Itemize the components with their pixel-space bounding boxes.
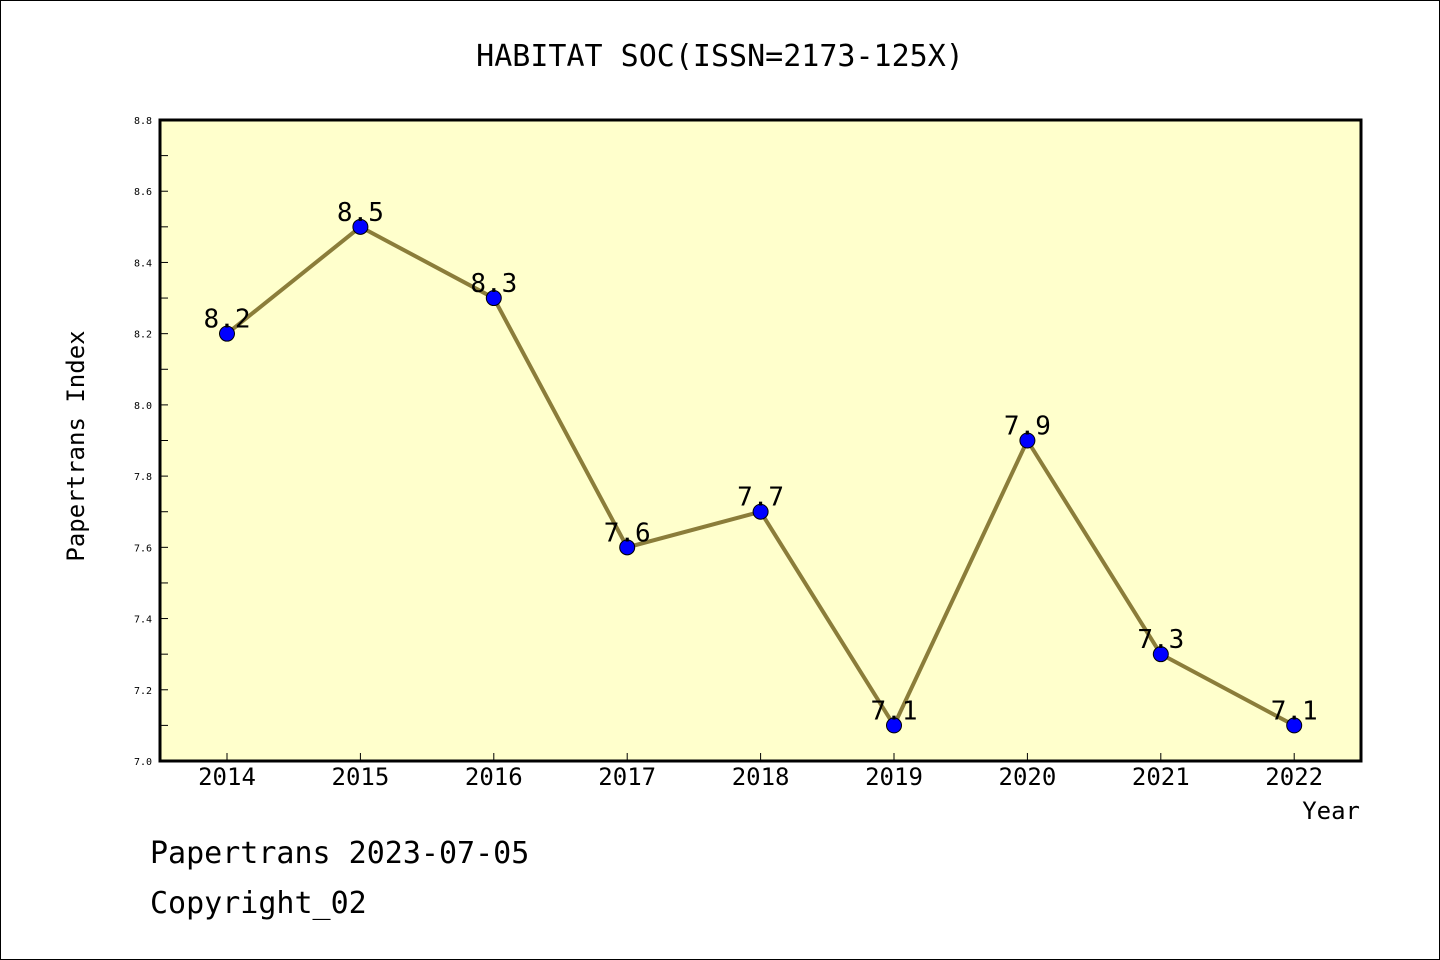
data-label: 7.9 — [1004, 412, 1051, 442]
data-point — [619, 539, 636, 556]
data-point — [219, 325, 235, 342]
chart-title: HABITAT SOC(ISSN=2173-125X) — [476, 39, 964, 74]
x-tick-label: 2020 — [999, 763, 1057, 791]
y-tick-label: 7.4 — [134, 615, 152, 626]
x-tick-label: 2014 — [198, 763, 256, 791]
x-tick-label: 2022 — [1265, 763, 1323, 791]
data-point — [485, 290, 502, 307]
data-labels: 8.2 8.5 8.3 7.6 7.7 7.1 7.9 7.3 7.1 — [204, 198, 1318, 727]
data-label: 8.5 — [337, 198, 384, 228]
data-points — [219, 218, 1303, 734]
data-point — [752, 503, 769, 520]
data-point — [1152, 646, 1169, 663]
data-label: 8.2 — [204, 305, 251, 335]
y-tick-label: 8.6 — [134, 187, 152, 198]
x-tick-label: 2017 — [598, 763, 656, 791]
y-tick-label: 7.6 — [134, 543, 152, 554]
x-tick-label: 2015 — [332, 763, 390, 791]
y-axis-label: Papertrans Index — [62, 330, 90, 561]
data-label: 7.1 — [871, 696, 918, 726]
data-label: 8.3 — [470, 269, 517, 299]
y-axis: 7.0 7.2 7.4 7.6 7.8 8.0 8.2 8.4 8.6 8.8 — [134, 116, 168, 768]
data-point — [886, 717, 902, 734]
x-tick-label: 2019 — [865, 763, 923, 791]
footer-copyright: Copyright_02 — [150, 886, 367, 921]
y-tick-label: 7.0 — [134, 757, 152, 768]
data-label: 7.3 — [1137, 625, 1184, 655]
footer-date: Papertrans 2023-07-05 — [150, 836, 530, 871]
data-label: 7.6 — [604, 518, 651, 548]
x-tick-label: 2016 — [465, 763, 523, 791]
y-tick-label: 7.8 — [134, 472, 152, 483]
y-tick-label: 7.2 — [134, 686, 152, 697]
data-point — [352, 218, 369, 235]
x-axis: 2014 2015 2016 2017 2018 2019 2020 2021 2022 — [198, 753, 1323, 791]
data-label: 7.1 — [1271, 696, 1318, 726]
data-point — [1019, 432, 1036, 449]
x-axis-label: Year — [1302, 797, 1360, 825]
x-tick-label: 2018 — [732, 763, 790, 791]
y-tick-label: 8.8 — [134, 116, 152, 127]
y-tick-label: 8.0 — [134, 401, 152, 412]
data-label: 7.7 — [737, 483, 784, 513]
data-point — [1286, 717, 1303, 734]
y-tick-label: 8.2 — [134, 330, 152, 341]
y-tick-label: 8.4 — [134, 258, 152, 269]
x-tick-label: 2021 — [1132, 763, 1190, 791]
